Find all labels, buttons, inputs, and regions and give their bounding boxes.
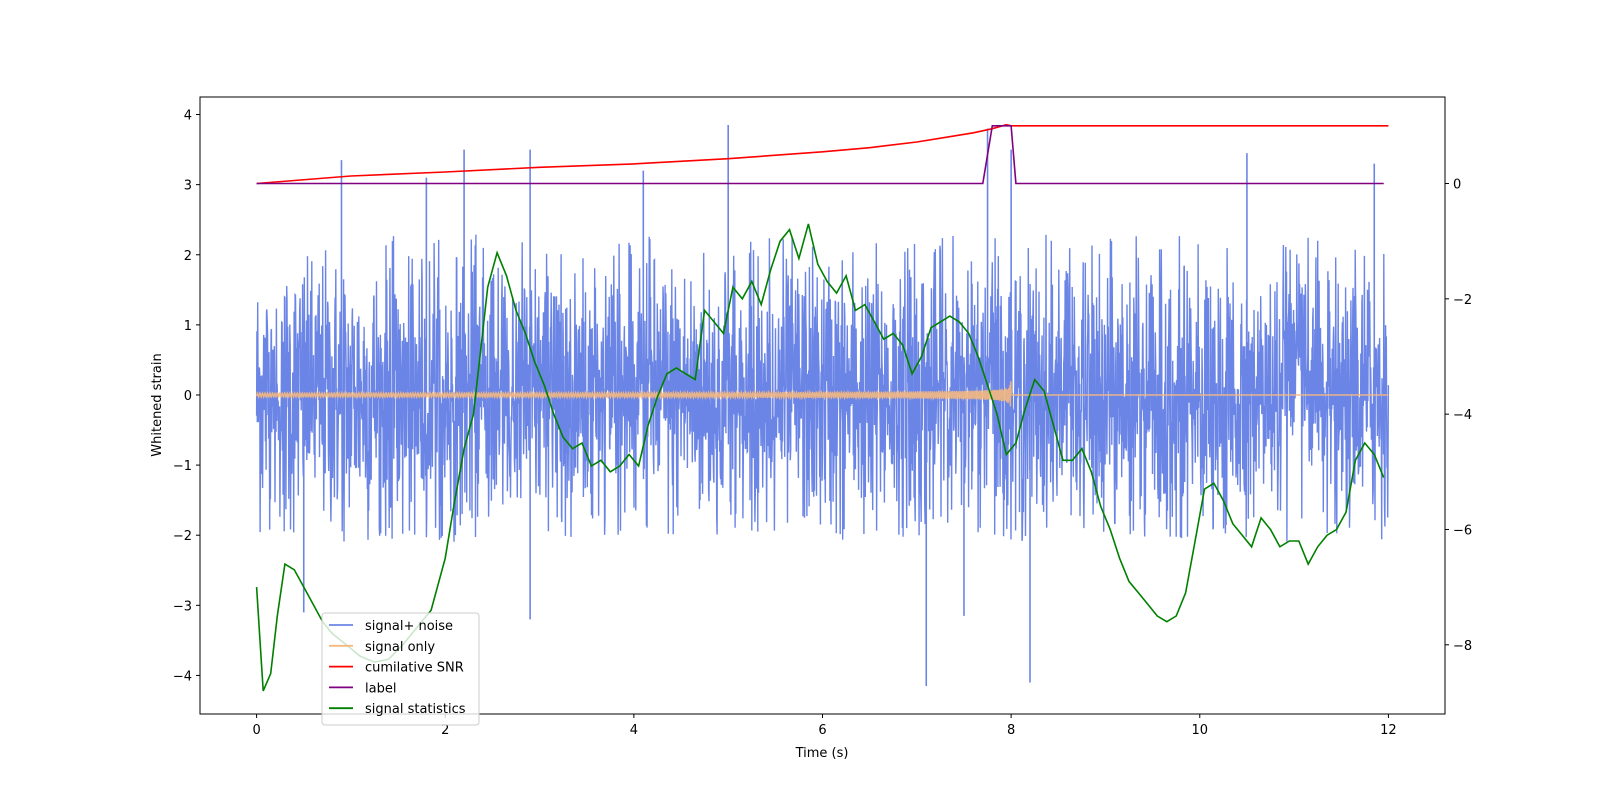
y2-tick-label: −6 bbox=[1453, 523, 1472, 538]
x-tick-label: 6 bbox=[818, 723, 826, 738]
x-axis-label: Time (s) bbox=[795, 746, 849, 761]
series-signal-statistics bbox=[255, 223, 1385, 692]
y2-tick-label: −4 bbox=[1453, 408, 1472, 423]
y-tick-label: −4 bbox=[173, 669, 192, 684]
legend-label: signal only bbox=[365, 640, 435, 655]
y-tick-label: 2 bbox=[184, 249, 192, 264]
x-axis: 0 2 4 6 8 10 12 bbox=[252, 714, 1397, 738]
legend-label: label bbox=[365, 681, 396, 696]
legend-box bbox=[321, 612, 480, 726]
x-tick-label: 4 bbox=[630, 723, 638, 738]
series-label bbox=[256, 125, 1384, 185]
x-tick-label: 0 bbox=[252, 723, 260, 738]
legend-label: signal+ noise bbox=[365, 619, 453, 634]
plot-area bbox=[255, 123, 1390, 692]
y-tick-label: 0 bbox=[184, 389, 192, 404]
x-tick-label: 2 bbox=[441, 723, 449, 738]
y2-tick-label: −8 bbox=[1453, 639, 1472, 654]
y-tick-label: −2 bbox=[173, 529, 192, 544]
series-signal-noise bbox=[255, 234, 1390, 542]
y-axis-left: −4 −3 −2 −1 0 1 2 3 4 bbox=[173, 109, 200, 684]
y-axis-label: Whitened strain bbox=[150, 353, 165, 456]
x-tick-label: 12 bbox=[1380, 723, 1397, 738]
y2-tick-label: −2 bbox=[1453, 293, 1472, 308]
legend-label: cumilative SNR bbox=[365, 661, 464, 676]
legend: signal+ noise signal only cumilative SNR la… bbox=[321, 612, 480, 726]
x-tick-label: 8 bbox=[1007, 723, 1015, 738]
x-tick-label: 10 bbox=[1191, 723, 1208, 738]
series-signal-only bbox=[255, 381, 1389, 407]
legend-label: signal statistics bbox=[365, 702, 466, 717]
y-tick-label: 4 bbox=[184, 109, 192, 124]
y2-tick-label: 0 bbox=[1453, 177, 1461, 192]
y-tick-label: 3 bbox=[184, 179, 192, 194]
y-axis-right: −8 −6 −4 −2 0 bbox=[1445, 177, 1472, 654]
y-tick-label: −3 bbox=[173, 599, 192, 614]
y-tick-label: −1 bbox=[173, 459, 192, 474]
y-tick-label: 1 bbox=[184, 319, 192, 334]
